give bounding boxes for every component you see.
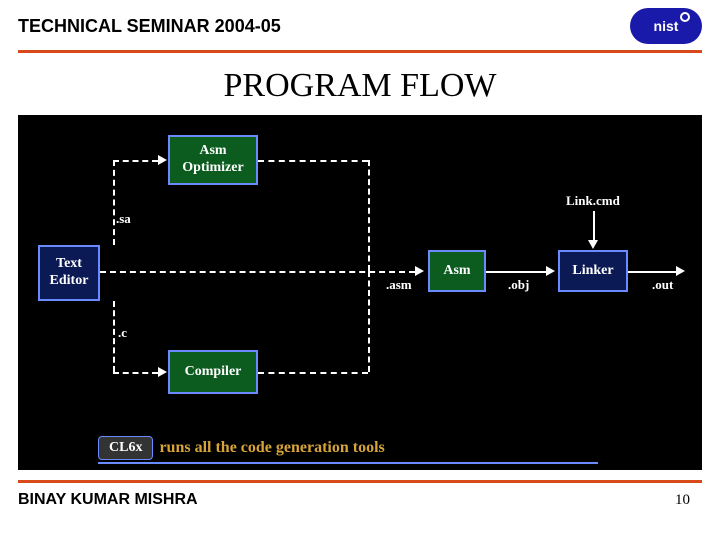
edge-dash [113,160,158,162]
header-title: TECHNICAL SEMINAR 2004-05 [18,16,281,37]
page-title: PROGRAM FLOW [0,67,720,105]
logo-ornament-icon [680,12,690,22]
node-label: TextEditor [50,256,89,290]
node-label: Asm [443,263,470,280]
edge-dash [113,160,115,245]
arrow-icon [588,240,598,249]
edge-dash [113,372,158,374]
diagram-caption: CL6x runs all the code generation tools [98,436,598,460]
nist-logo: nist [630,8,702,44]
diagram-container: TextEditor AsmOptimizer Compiler Asm Lin… [18,115,702,470]
edge-dash [368,271,370,372]
caption-underline [98,462,598,464]
node-label: AsmOptimizer [182,143,243,177]
slide-footer: BINAY KUMAR MISHRA 10 [0,483,720,509]
footer-page-number: 10 [675,492,690,509]
program-flow-diagram: TextEditor AsmOptimizer Compiler Asm Lin… [18,115,702,470]
arrow-icon [676,266,685,276]
label-c: .c [118,325,127,341]
slide-header: TECHNICAL SEMINAR 2004-05 nist [0,0,720,48]
arrow-icon [546,266,555,276]
edge-solid [628,271,678,273]
arrow-icon [158,367,167,377]
edge-dash [368,160,370,271]
label-linkcmd: Link.cmd [566,193,620,209]
caption-pill: CL6x [98,436,153,460]
edge-dash [258,372,368,374]
footer-author: BINAY KUMAR MISHRA [18,491,198,509]
node-text-editor: TextEditor [38,245,100,301]
node-linker: Linker [558,250,628,292]
node-label: Compiler [185,364,242,381]
header-divider [18,50,702,53]
edge-solid [593,211,595,243]
edge-solid [486,271,548,273]
label-sa: .sa [116,211,131,227]
label-asm-ext: .asm [386,277,412,293]
label-out: .out [652,277,673,293]
node-asm-optimizer: AsmOptimizer [168,135,258,185]
node-compiler: Compiler [168,350,258,394]
label-obj: .obj [508,277,529,293]
caption-text: runs all the code generation tools [159,439,384,457]
node-label: Linker [572,263,613,280]
node-asm: Asm [428,250,486,292]
edge-dash [113,301,115,372]
logo-text: nist [654,18,679,34]
arrow-icon [158,155,167,165]
edge-dash [258,160,368,162]
arrow-icon [415,266,424,276]
